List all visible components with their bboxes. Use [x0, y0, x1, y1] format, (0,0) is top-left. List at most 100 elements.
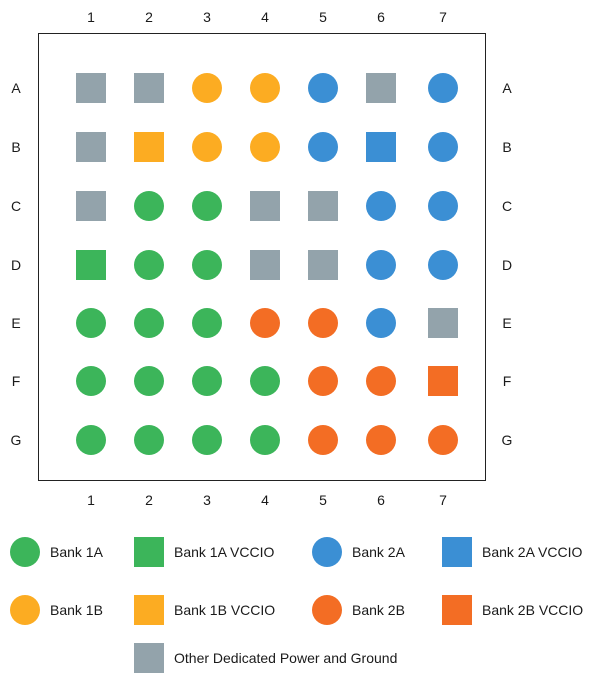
pin-G1 — [76, 425, 106, 455]
legend-swatch-b1b — [10, 595, 40, 625]
column-label-top-2: 2 — [145, 9, 153, 25]
row-label-left-A: A — [11, 80, 21, 96]
column-label-bottom-2: 2 — [145, 492, 153, 508]
pin-D2 — [134, 250, 164, 280]
column-label-bottom-7: 7 — [439, 492, 447, 508]
row-label-left-B: B — [11, 139, 21, 155]
pin-B4 — [250, 132, 280, 162]
pin-D7 — [428, 250, 458, 280]
row-label-right-E: E — [502, 315, 512, 331]
legend-swatch-b2bv — [442, 595, 472, 625]
pin-E1 — [76, 308, 106, 338]
pin-B7 — [428, 132, 458, 162]
pin-C7 — [428, 191, 458, 221]
pin-E7 — [428, 308, 458, 338]
legend-label-other: Other Dedicated Power and Ground — [174, 650, 398, 666]
column-label-bottom-4: 4 — [261, 492, 269, 508]
legend-label-b2av: Bank 2A VCCIO — [482, 544, 583, 560]
pin-D1 — [76, 250, 106, 280]
legend-label-b1bv: Bank 1B VCCIO — [174, 602, 276, 618]
pin-C1 — [76, 191, 106, 221]
row-label-right-D: D — [501, 257, 513, 273]
pin-F6 — [366, 366, 396, 396]
legend-item-b2bv: Bank 2B VCCIO — [442, 595, 583, 625]
legend-item-other: Other Dedicated Power and Ground — [134, 643, 397, 673]
pin-A2 — [134, 73, 164, 103]
legend-swatch-b1bv — [134, 595, 164, 625]
pin-F1 — [76, 366, 106, 396]
pin-C3 — [192, 191, 222, 221]
pin-B2 — [134, 132, 164, 162]
legend-item-b1b: Bank 1B — [10, 595, 103, 625]
row-label-left-F: F — [11, 373, 21, 389]
pin-E6 — [366, 308, 396, 338]
pin-G2 — [134, 425, 164, 455]
pin-A5 — [308, 73, 338, 103]
row-label-right-G: G — [501, 432, 513, 448]
legend-label-b2bv: Bank 2B VCCIO — [482, 602, 584, 618]
legend-swatch-b2a — [312, 537, 342, 567]
legend-item-b1a: Bank 1A — [10, 537, 103, 567]
pin-F4 — [250, 366, 280, 396]
column-label-top-6: 6 — [377, 9, 385, 25]
pin-G4 — [250, 425, 280, 455]
legend-item-b1bv: Bank 1B VCCIO — [134, 595, 275, 625]
pin-A4 — [250, 73, 280, 103]
column-label-top-5: 5 — [319, 9, 327, 25]
pin-G5 — [308, 425, 338, 455]
legend-swatch-other — [134, 643, 164, 673]
row-label-right-A: A — [502, 80, 512, 96]
legend-label-b1a: Bank 1A — [50, 544, 103, 560]
legend-label-b1b: Bank 1B — [50, 602, 103, 618]
pin-grid-border — [38, 33, 486, 481]
row-label-left-D: D — [10, 257, 22, 273]
column-label-bottom-6: 6 — [377, 492, 385, 508]
column-label-bottom-5: 5 — [319, 492, 327, 508]
legend-item-b2a: Bank 2A — [312, 537, 405, 567]
legend-item-b2av: Bank 2A VCCIO — [442, 537, 582, 567]
legend-swatch-b2b — [312, 595, 342, 625]
pin-B1 — [76, 132, 106, 162]
pin-F2 — [134, 366, 164, 396]
column-label-top-1: 1 — [87, 9, 95, 25]
row-label-left-E: E — [11, 315, 21, 331]
row-label-left-C: C — [10, 198, 22, 214]
pin-B5 — [308, 132, 338, 162]
pin-E2 — [134, 308, 164, 338]
pin-D5 — [308, 250, 338, 280]
pin-C6 — [366, 191, 396, 221]
column-label-bottom-1: 1 — [87, 492, 95, 508]
legend-item-b2b: Bank 2B — [312, 595, 405, 625]
row-label-right-F: F — [502, 373, 512, 389]
pin-A1 — [76, 73, 106, 103]
column-label-bottom-3: 3 — [203, 492, 211, 508]
legend-label-b1av: Bank 1A VCCIO — [174, 544, 275, 560]
row-label-left-G: G — [10, 432, 22, 448]
row-label-right-C: C — [501, 198, 513, 214]
column-label-top-3: 3 — [203, 9, 211, 25]
legend-swatch-b1a — [10, 537, 40, 567]
pin-A3 — [192, 73, 222, 103]
pin-G3 — [192, 425, 222, 455]
column-label-top-7: 7 — [439, 9, 447, 25]
row-label-right-B: B — [502, 139, 512, 155]
pin-F5 — [308, 366, 338, 396]
pin-B3 — [192, 132, 222, 162]
pin-D4 — [250, 250, 280, 280]
pin-C4 — [250, 191, 280, 221]
legend-swatch-b2av — [442, 537, 472, 567]
pin-E5 — [308, 308, 338, 338]
legend-label-b2b: Bank 2B — [352, 602, 405, 618]
legend-item-b1av: Bank 1A VCCIO — [134, 537, 274, 567]
pin-G6 — [366, 425, 396, 455]
legend-label-b2a: Bank 2A — [352, 544, 405, 560]
pin-F3 — [192, 366, 222, 396]
pin-A6 — [366, 73, 396, 103]
pin-B6 — [366, 132, 396, 162]
pin-E4 — [250, 308, 280, 338]
legend-swatch-b1av — [134, 537, 164, 567]
pin-A7 — [428, 73, 458, 103]
pin-E3 — [192, 308, 222, 338]
pin-C2 — [134, 191, 164, 221]
